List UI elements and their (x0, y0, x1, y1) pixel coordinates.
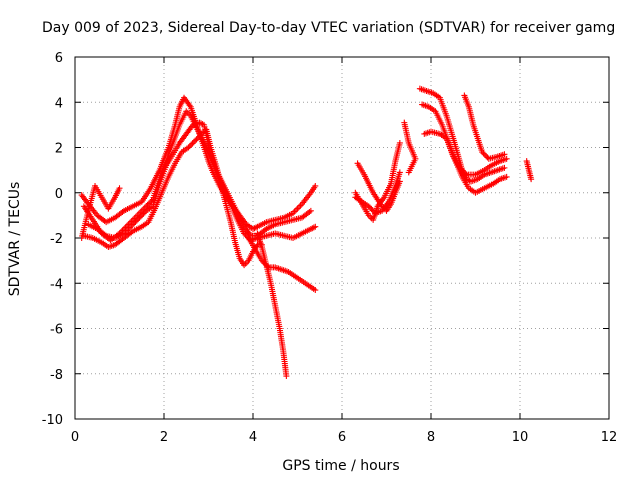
data-point (294, 205, 301, 212)
data-point (241, 230, 248, 237)
x-tick-label: 10 (512, 430, 529, 445)
data-point (131, 220, 138, 227)
series-arc-8 (352, 139, 403, 223)
series-arc-7 (78, 182, 123, 241)
grid-layer (75, 57, 609, 419)
data-point (132, 218, 139, 225)
data-point (129, 221, 136, 228)
data-point (136, 214, 143, 221)
series-arc-3 (80, 126, 265, 269)
data-point (190, 139, 197, 146)
data-point (460, 168, 467, 175)
data-point (196, 133, 203, 140)
data-point (501, 164, 508, 171)
data-point (186, 143, 193, 150)
data-point (128, 222, 135, 229)
data-point (396, 169, 403, 176)
y-tick-label: -8 (50, 368, 63, 383)
x-tick-label: 2 (160, 430, 168, 445)
series-arc-16 (523, 158, 535, 183)
y-tick-label: 0 (55, 187, 63, 202)
series-arc-10 (352, 169, 403, 217)
data-point (242, 231, 249, 238)
y-tick-label: -4 (50, 277, 63, 292)
x-tick-label: 6 (338, 430, 346, 445)
data-point (462, 170, 469, 177)
data-point (145, 200, 152, 207)
series-arc-6 (85, 119, 314, 241)
data-point (368, 206, 375, 213)
y-tick-label: -2 (50, 232, 63, 247)
data-point (283, 373, 290, 380)
data-point (197, 132, 204, 139)
series-arc-15 (461, 92, 508, 162)
data-point (126, 224, 133, 231)
data-point (198, 120, 205, 127)
data-point (369, 207, 376, 214)
data-point (479, 149, 486, 156)
y-tick-label: -6 (50, 323, 63, 338)
data-point (503, 155, 510, 162)
series-arc-13 (419, 101, 510, 196)
marks-layer (78, 85, 535, 380)
data-point (188, 141, 195, 148)
x-tick-label: 12 (601, 430, 618, 445)
data-point (135, 215, 142, 222)
series-arc-12 (416, 85, 508, 185)
data-point (458, 166, 465, 173)
data-point (480, 150, 487, 157)
data-point (396, 139, 403, 146)
data-point (185, 144, 192, 151)
series-arc-11 (401, 119, 419, 176)
y-tick-label: -10 (42, 413, 63, 428)
series-arc-1 (78, 94, 319, 232)
data-point (137, 213, 144, 220)
data-point (297, 202, 304, 209)
data-point (483, 153, 490, 160)
chart-title: Day 009 of 2023, Sidereal Day-to-day VTE… (42, 20, 615, 36)
data-point (116, 185, 123, 192)
data-point (481, 151, 488, 158)
data-point (501, 151, 508, 158)
data-point (194, 134, 201, 141)
data-point (528, 176, 535, 183)
data-point (133, 217, 140, 224)
data-point (307, 207, 314, 214)
y-tick-label: 4 (55, 96, 63, 111)
data-point (459, 167, 466, 174)
x-tick-label: 8 (427, 430, 435, 445)
data-point (293, 207, 300, 214)
y-tick-label: 6 (55, 51, 63, 66)
axes-layer: 0 2 4 6 8 10 12 -10 -8 -6 -4 -2 0 2 4 6 (42, 51, 618, 445)
y-axis-title: SDTVAR / TECUs (7, 182, 23, 297)
data-point (193, 136, 200, 143)
data-point (312, 287, 319, 294)
data-point (141, 209, 148, 216)
data-point (192, 137, 199, 144)
data-point (312, 182, 319, 189)
data-point (312, 223, 319, 230)
data-point (140, 210, 147, 217)
data-point (503, 173, 510, 180)
data-point (367, 204, 374, 211)
series-arc-14 (421, 128, 510, 178)
data-point (401, 119, 408, 126)
x-axis-title: GPS time / hours (282, 458, 399, 474)
data-point (295, 204, 302, 211)
data-point (189, 140, 196, 147)
y-tick-label: 2 (55, 142, 63, 157)
data-point (456, 164, 463, 171)
data-point (139, 211, 146, 218)
x-tick-label: 4 (249, 430, 257, 445)
x-tick-label: 0 (71, 430, 79, 445)
data-point (365, 203, 372, 210)
